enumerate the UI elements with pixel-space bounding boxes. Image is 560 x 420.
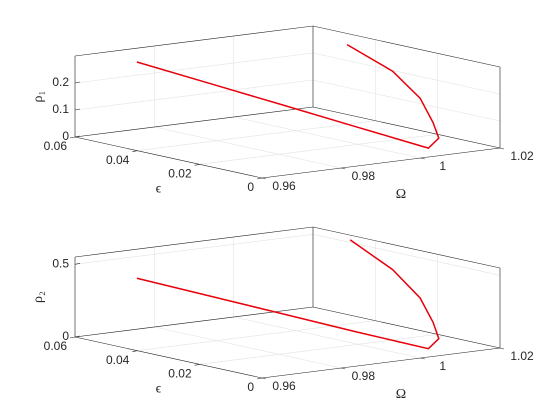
axis-box <box>312 226 501 269</box>
axis-box <box>74 136 263 179</box>
axis-box <box>74 336 263 379</box>
y-tick-label: 0.06 <box>44 139 68 153</box>
z-tick-label: 0.5 <box>52 256 69 270</box>
data-line <box>136 43 440 149</box>
axis-box <box>312 106 501 149</box>
tick-mark <box>74 262 81 265</box>
x-tick-label: 0.98 <box>352 169 376 183</box>
tick-mark <box>256 177 263 180</box>
tick-mark <box>420 357 425 360</box>
tick-mark <box>341 367 346 370</box>
tick-mark <box>132 350 138 352</box>
grid-line <box>233 316 421 359</box>
grid-line <box>74 79 314 111</box>
tick-mark <box>132 150 138 152</box>
grid-line <box>312 233 501 276</box>
tick-mark <box>69 136 76 139</box>
axis-box <box>261 347 501 379</box>
y-tick-label: 0 <box>247 380 254 394</box>
z-tick-label: 0 <box>62 129 69 143</box>
x-tick-label: 0.98 <box>352 369 376 383</box>
x-tick-label: 1 <box>439 359 446 373</box>
x-tick-label: 0.96 <box>272 179 296 193</box>
grid-line <box>154 326 342 369</box>
axis-box <box>74 226 314 258</box>
tick-mark <box>74 81 81 84</box>
axis-box <box>74 106 314 138</box>
tick-mark <box>69 336 76 339</box>
x-tick-label: 1 <box>439 159 446 173</box>
axis-box <box>261 147 501 179</box>
z-axis-label: ρ₂ <box>31 291 46 303</box>
y-tick-label: 0.02 <box>168 167 192 181</box>
z-axis-label: ρ₁ <box>31 91 46 103</box>
grid-line <box>137 320 376 351</box>
axis-box <box>74 306 314 338</box>
grid-line <box>199 334 438 365</box>
tick-mark <box>420 157 425 160</box>
x-tick-label: 0.96 <box>272 379 296 393</box>
tick-mark <box>194 364 200 366</box>
y-tick-label: 0 <box>247 180 254 194</box>
axis-box <box>312 25 501 68</box>
z-tick-label: 0 <box>62 329 69 343</box>
x-axis-label: Ω <box>396 187 406 202</box>
tick-mark <box>499 347 505 350</box>
x-tick-label: 1.02 <box>510 349 534 363</box>
grid-line <box>137 120 376 151</box>
z-tick-label: 0.1 <box>52 102 69 116</box>
tick-mark <box>261 377 267 380</box>
grid-line <box>312 79 501 122</box>
y-tick-label: 0.04 <box>106 153 130 167</box>
tick-mark <box>499 147 505 150</box>
x-tick-label: 1.02 <box>510 149 534 163</box>
tick-mark <box>74 108 81 111</box>
tick-mark <box>194 164 200 166</box>
y-axis-label: ϵ <box>156 382 162 397</box>
tick-mark <box>261 177 267 180</box>
tick-mark <box>256 377 263 380</box>
y-tick-label: 0.04 <box>106 353 130 367</box>
y-tick-label: 0.02 <box>168 367 192 381</box>
data-line <box>136 239 440 350</box>
grid-line <box>312 52 501 95</box>
axis-box <box>312 306 501 349</box>
grid-line <box>233 116 421 159</box>
x-axis-label: Ω <box>396 387 406 402</box>
y-axis-label: ϵ <box>156 182 162 197</box>
grid-line <box>74 233 314 265</box>
z-tick-label: 0.2 <box>52 75 69 89</box>
grid-line <box>199 134 438 165</box>
tick-mark <box>74 335 81 338</box>
grid-line <box>154 126 342 169</box>
y-tick-label: 0.06 <box>44 339 68 353</box>
grid-line <box>74 52 314 84</box>
tick-mark <box>74 135 81 138</box>
axis-box <box>74 25 314 57</box>
tick-mark <box>341 167 346 170</box>
